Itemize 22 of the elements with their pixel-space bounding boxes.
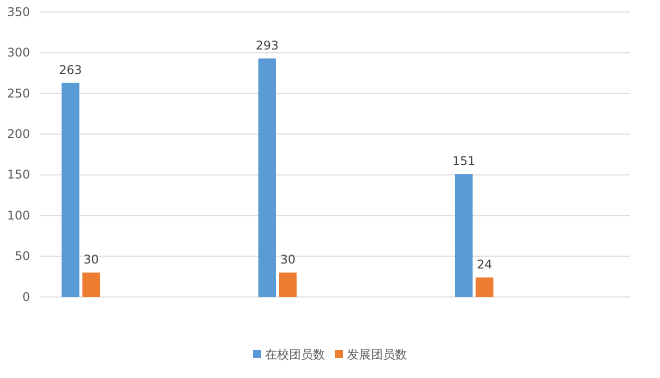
y-tick-label: 150	[7, 168, 30, 182]
bar	[82, 272, 100, 297]
data-label: 30	[84, 252, 99, 267]
bar	[279, 272, 297, 297]
data-label: 263	[59, 62, 82, 77]
bar	[258, 58, 276, 297]
bar	[62, 82, 80, 297]
y-tick-label: 50	[14, 249, 30, 264]
y-tick-label: 250	[7, 86, 30, 100]
data-label: 293	[256, 38, 279, 52]
y-tick-label: 0	[22, 290, 30, 304]
bar	[476, 277, 494, 297]
y-tick-label: 100	[7, 208, 30, 222]
y-tick-label: 300	[7, 46, 30, 60]
y-tick-label: 200	[7, 126, 30, 141]
data-label: 24	[476, 257, 492, 272]
bar	[454, 174, 473, 297]
legend-label: 在校团员数	[265, 348, 325, 362]
data-label: 30	[280, 252, 296, 267]
y-tick-label: 350	[7, 4, 30, 19]
legend-label: 发展团员数	[347, 348, 407, 362]
data-label: 151	[452, 154, 476, 168]
